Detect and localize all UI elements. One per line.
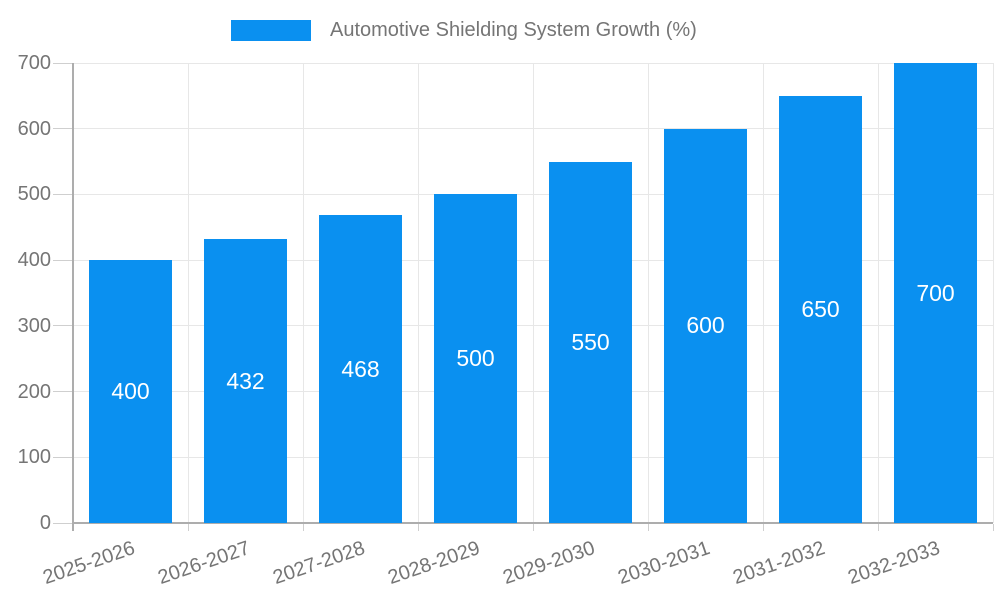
bar[interactable]: 400 [89,260,172,523]
x-category-label: 2030-2031 [615,537,713,589]
x-tick [302,524,304,531]
legend-label: Automotive Shielding System Growth (%) [330,19,697,41]
bar[interactable]: 432 [204,239,287,523]
y-tick [53,62,73,64]
x-axis-line [72,522,993,524]
vertical-gridline [417,63,419,523]
bar-value-label: 432 [226,367,265,394]
bar[interactable]: 550 [549,161,632,523]
x-tick [532,524,534,531]
y-axis-line [72,63,74,531]
y-tick [53,456,73,458]
y-tick [53,128,73,130]
bar[interactable]: 600 [664,128,747,523]
bar-value-label: 600 [686,312,725,339]
x-category-label: 2026-2027 [155,537,253,589]
vertical-gridline [187,63,189,523]
y-tick-label: 100 [17,446,51,469]
bar-value-label: 650 [801,295,840,322]
y-tick-label: 300 [17,314,51,337]
y-tick [53,259,73,261]
vertical-gridline [877,63,879,523]
bar-value-label: 500 [456,345,495,372]
legend: Automotive Shielding System Growth (%) [231,20,697,41]
bar-value-label: 468 [341,355,380,382]
x-tick [992,524,994,531]
y-tick [53,391,73,393]
vertical-gridline [302,63,304,523]
y-tick-label: 500 [17,183,51,206]
bar[interactable]: 500 [434,194,517,523]
legend-swatch-icon [231,20,311,41]
bar[interactable]: 650 [779,95,862,523]
x-category-label: 2031-2032 [730,537,828,589]
x-tick [877,524,879,531]
vertical-gridline [992,63,994,523]
y-tick-label: 700 [17,52,51,74]
y-tick-label: 0 [39,512,51,534]
x-tick [187,524,189,531]
bar[interactable]: 700 [894,63,977,523]
x-category-label: 2029-2030 [500,537,598,589]
x-category-label: 2027-2028 [270,537,368,589]
bar-value-label: 400 [111,378,150,405]
y-tick-label: 200 [17,380,51,403]
bar-value-label: 550 [571,328,610,355]
y-tick-label: 400 [17,249,51,272]
x-tick [762,524,764,531]
y-tick [53,522,73,524]
y-tick [53,325,73,327]
x-tick [417,524,419,531]
x-tick [647,524,649,531]
vertical-gridline [647,63,649,523]
bar[interactable]: 468 [319,215,402,523]
x-category-label: 2025-2026 [40,537,138,589]
x-category-label: 2028-2029 [385,537,483,589]
y-tick-label: 600 [17,117,51,140]
bar-value-label: 700 [916,279,955,306]
vertical-gridline [532,63,534,523]
y-tick [53,193,73,195]
x-category-label: 2032-2033 [845,537,943,589]
vertical-gridline [762,63,764,523]
